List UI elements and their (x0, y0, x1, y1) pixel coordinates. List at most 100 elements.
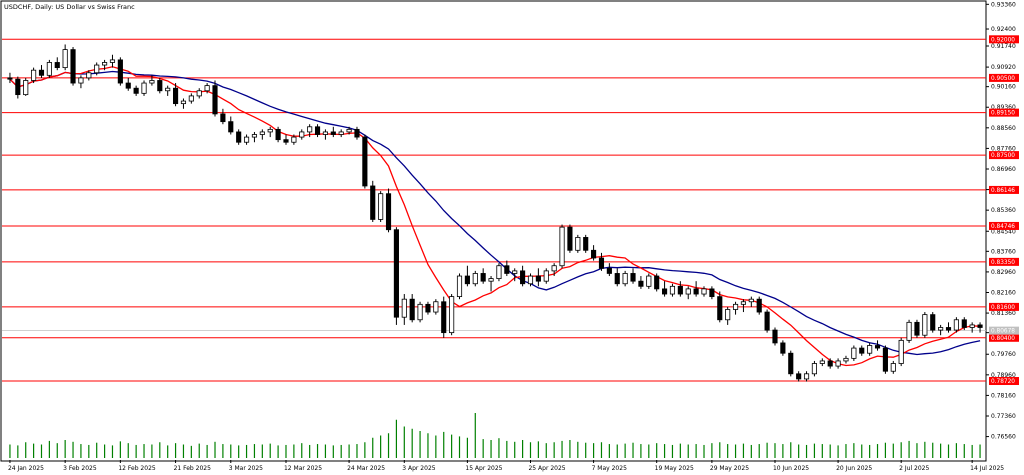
candle-body (54, 62, 60, 69)
date-tick-label: 7 May 2025 (592, 465, 627, 472)
candle (685, 286, 691, 300)
candle (717, 291, 723, 323)
candle-body (338, 131, 344, 135)
candle-body (15, 78, 21, 96)
candle-body (472, 273, 478, 285)
candle-body (622, 273, 628, 285)
candle-body (520, 270, 526, 285)
candle (646, 273, 652, 289)
candle (953, 317, 959, 333)
candle (78, 75, 84, 89)
price-tick-label: 0.91740 (991, 43, 1016, 50)
candle (86, 70, 92, 81)
price-tick-label: 0.86960 (991, 166, 1016, 173)
candle-body (772, 329, 778, 344)
candle (567, 224, 573, 253)
candle-body (417, 303, 423, 321)
candle (165, 85, 171, 96)
level-label: 0.87500 (991, 153, 1015, 159)
candle-body (165, 87, 171, 92)
candle (275, 126, 281, 143)
date-tick-label: 2 Jul 2025 (899, 465, 929, 472)
candle (796, 371, 802, 382)
candle-body (362, 136, 368, 187)
candle-body (788, 352, 794, 375)
candle (370, 180, 376, 222)
candle (196, 88, 202, 99)
candle-body (62, 49, 68, 69)
candle (835, 358, 841, 369)
candle-body (378, 193, 384, 220)
candle-body (945, 327, 952, 331)
candle (551, 263, 557, 277)
candle (764, 309, 770, 333)
candle (677, 281, 683, 297)
candle (141, 80, 147, 96)
candle-body (646, 275, 652, 287)
candle (598, 252, 605, 271)
candle (874, 340, 881, 351)
candle-body (732, 303, 739, 310)
slow-moving-average-line (9, 70, 981, 356)
candle (180, 98, 187, 109)
level-label-bg (989, 377, 1019, 386)
date-tick-label: 19 May 2025 (655, 465, 694, 472)
price-tick-label: 0.89360 (991, 104, 1016, 111)
candle-body (961, 319, 967, 328)
candle-body (890, 363, 896, 372)
candle (212, 80, 218, 117)
moving-averages (9, 66, 981, 367)
candle-body (141, 82, 147, 94)
candle-body (149, 80, 155, 84)
candle-body (188, 95, 194, 102)
candle (409, 294, 415, 323)
date-tick-label: 15 Apr 2025 (465, 465, 502, 472)
candle (283, 134, 289, 145)
candle-body (938, 327, 944, 331)
candle-body (133, 87, 139, 94)
candle-body (835, 360, 841, 367)
candle (662, 281, 668, 297)
candle-body (441, 301, 447, 334)
candle (961, 317, 967, 331)
level-label: 0.92000 (991, 37, 1015, 43)
candle-body (212, 85, 218, 115)
candle (898, 337, 904, 367)
candle-body (449, 296, 455, 334)
candle (464, 265, 470, 287)
candle-body (859, 347, 865, 354)
candle-body (701, 288, 707, 295)
candle-body (567, 226, 573, 251)
candle (362, 134, 368, 189)
candle-body (717, 296, 723, 321)
candle-body (898, 339, 904, 364)
level-label: 0.89150 (991, 111, 1015, 117)
price-tick-label: 0.92400 (991, 26, 1016, 33)
candle (740, 299, 747, 313)
chart-title: USDCHF, Daily: US Dollar vs Swiss Franc (4, 3, 135, 11)
candle-body (669, 285, 676, 295)
candle-body (196, 90, 202, 97)
price-axis: 0.93360 0.92400 0.91740 0.90920 0.90160 0.893… (986, 1, 1016, 441)
price-tick-label: 0.87760 (991, 145, 1016, 152)
candle (46, 59, 52, 78)
date-tick-label: 25 Apr 2025 (528, 465, 565, 472)
candle-body (583, 237, 589, 251)
candle (811, 360, 817, 377)
candle (378, 191, 384, 222)
candle-body (953, 319, 959, 331)
candle-body (283, 139, 289, 143)
current-price-label: 0.80678 (991, 329, 1015, 335)
candle-body (275, 128, 281, 141)
candle-body (236, 131, 242, 143)
candle-body (480, 273, 486, 282)
level-label: 0.83350 (991, 260, 1015, 266)
candle (654, 273, 660, 292)
candle-body (496, 265, 502, 280)
candle (472, 270, 478, 287)
candle-body (220, 113, 226, 123)
candle-body (796, 373, 802, 380)
candle (267, 126, 273, 138)
candle (614, 268, 620, 287)
